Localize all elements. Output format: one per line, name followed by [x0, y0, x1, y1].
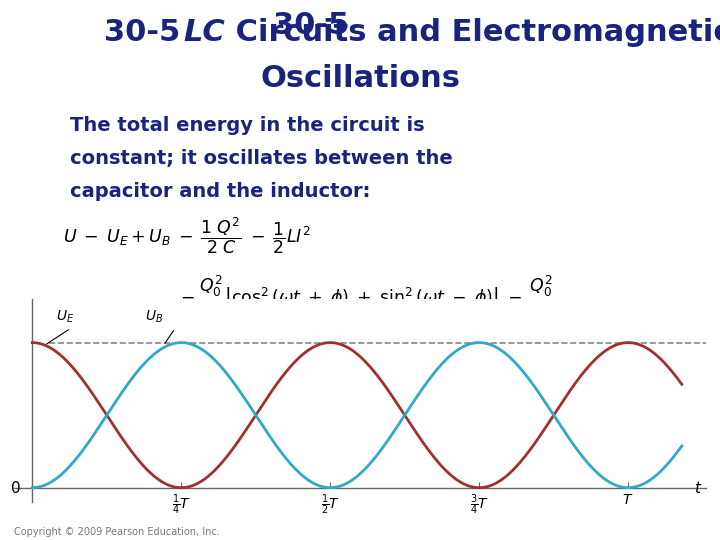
Text: $U_E$: $U_E$ — [56, 309, 74, 325]
Text: LC: LC — [184, 18, 225, 47]
Text: $0$: $0$ — [10, 480, 20, 496]
Text: 30-5: 30-5 — [273, 11, 360, 40]
Text: Copyright © 2009 Pearson Education, Inc.: Copyright © 2009 Pearson Education, Inc. — [14, 527, 220, 537]
Text: The total energy in the circuit is: The total energy in the circuit is — [70, 116, 424, 135]
Text: Circuits and Electromagnetic: Circuits and Electromagnetic — [225, 18, 720, 47]
Text: constant; it oscillates between the: constant; it oscillates between the — [70, 149, 452, 168]
Text: 30-5: 30-5 — [104, 18, 191, 47]
Text: $U\;-\;U_E + U_B\;-\;\dfrac{1\;Q^2}{2\;C}\;-\;\dfrac{1}{2}LI^2$: $U\;-\;U_E + U_B\;-\;\dfrac{1\;Q^2}{2\;C… — [63, 215, 310, 256]
Text: Oscillations: Oscillations — [260, 64, 460, 93]
Text: $U_B$: $U_B$ — [145, 309, 163, 325]
Text: $-\;\dfrac{Q_0^2}{2C}\left|\cos^2(\omega t\;+\;\phi)\;+\;\sin^2(\omega t\;-\;\ph: $-\;\dfrac{Q_0^2}{2C}\left|\cos^2(\omega… — [180, 273, 561, 316]
Text: capacitor and the inductor:: capacitor and the inductor: — [70, 183, 370, 201]
Text: $t$: $t$ — [693, 480, 702, 496]
